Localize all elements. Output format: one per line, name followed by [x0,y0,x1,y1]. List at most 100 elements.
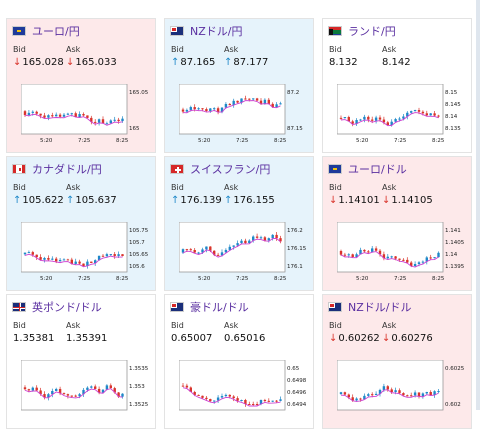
candle-body [213,400,216,402]
candle-body [220,396,224,398]
candle-body [213,108,216,110]
candle-body [43,115,46,118]
candle-body [386,122,389,126]
bid-price: 1.35381 [13,333,55,344]
bid-value: ↑87.165 [171,57,215,68]
candle-body [216,397,220,401]
candle-body [355,120,358,124]
currency-pair-title[interactable]: ランド/円 [348,25,396,38]
candle-body [413,392,417,396]
y-tick-label: 0.6025 [445,366,465,372]
arrow-down-icon: ↓ [329,333,338,344]
scrollbar[interactable] [476,0,480,410]
chart-plot-area [21,84,128,135]
arrow-up-icon: ↑ [224,57,233,68]
candle-body [255,98,259,101]
candle-body [105,123,109,125]
rate-card[interactable]: スイスフラン/円 Bid Ask ↑176.139 ↑176.155 176.2 176.1… [164,156,314,291]
rate-card[interactable]: ランド/円 Bid Ask 8.132 8.142 8.15 8.145 8.14 8.135 5… [322,18,472,153]
chart-plot-area [21,222,128,273]
bid-price: 87.165 [180,57,216,68]
candle-body [197,394,200,396]
currency-pair-title[interactable]: NZドル/ドル [348,301,412,314]
rate-card[interactable]: 英ポンド/ドル Bid Ask 1.35381 1.35391 1.3535 1.353 1.… [6,294,156,429]
candle-body [410,262,413,266]
candle-body [90,261,93,264]
candlestick-chart[interactable]: 87.2 87.15 5:20 7:25 8:25 [179,84,314,154]
y-tick-label: 105.6 [129,264,145,270]
candle-body [189,107,192,110]
bid-label: Bid [329,321,342,330]
arrow-down-icon: ↓ [382,333,391,344]
candlestick-chart[interactable]: 1.141 1.1405 1.14 1.1395 5:20 7:25 8:25 [337,222,472,292]
currency-pair-title[interactable]: 豪ドル/ドル [190,301,249,314]
candle-body [181,385,185,387]
y-tick-label: 176.1 [287,264,303,270]
x-tick-label: 7:25 [394,276,407,282]
candle-body [181,249,185,253]
moving-average-line [24,253,123,268]
ask-price: 176.155 [233,195,275,206]
arrow-down-icon: ↓ [66,57,75,68]
candlestick-chart[interactable]: 105.75 105.7 105.65 105.6 5:20 7:25 8:25 [21,222,156,292]
candle-body [27,112,31,116]
rate-card[interactable]: NZドル/円 Bid Ask ↑87.165 ↑87.177 87.2 87.15 5:20 7… [164,18,314,153]
ask-value: ↑105.637 [66,195,117,206]
currency-pair-title[interactable]: NZドル/円 [190,25,243,38]
candle-body [263,400,267,402]
x-tick-label: 5:20 [356,138,369,144]
candle-body [252,98,255,100]
candle-body [90,386,93,388]
candle-body [374,248,378,251]
x-tick-label: 5:20 [356,276,369,282]
currency-pair-title[interactable]: ユーロ/円 [32,25,80,38]
candle-body [109,120,112,124]
currency-pair-title[interactable]: ユーロ/ドル [348,163,407,176]
candle-body [228,246,231,250]
candle-body [378,117,382,120]
currency-pair-title[interactable]: 英ポンド/ドル [32,301,102,314]
candle-body [66,259,70,261]
gb-flag-icon [12,302,26,312]
candle-body [406,112,409,117]
rate-card[interactable]: ユーロ/ドル Bid Ask ↓1.14101 ↓1.14105 1.141 1.1405 1… [322,156,472,291]
candle-body [236,243,239,246]
candlestick-chart[interactable]: 1.3535 1.353 1.3525 [21,360,156,430]
bid-price: 0.60262 [338,333,380,344]
rate-card[interactable]: カナダドル/円 Bid Ask ↑105.622 ↑105.637 105.75 105.7… [6,156,156,291]
candlestick-chart[interactable]: 165.05 165 5:20 7:25 8:25 [21,84,156,154]
currency-pair-title[interactable]: スイスフラン/円 [190,163,271,176]
x-tick-label: 5:20 [198,138,211,144]
candle-body [240,399,243,401]
candlestick-chart[interactable]: 0.6025 0.602 [337,360,472,430]
ask-label: Ask [66,321,81,330]
candle-body [228,394,231,397]
arrow-down-icon: ↓ [13,57,22,68]
candle-body [70,113,73,115]
candle-body [347,117,350,122]
candle-body [51,390,54,395]
rate-card[interactable]: 豪ドル/ドル Bid Ask 0.65007 0.65016 0.65 0.6498 0.64… [164,294,314,429]
candle-body [74,113,77,117]
candle-body [181,109,185,112]
candle-body [113,254,116,256]
candlestick-chart[interactable]: 176.2 176.15 176.1 5:20 7:25 8:25 [179,222,314,292]
candle-body [275,400,278,402]
moving-average-line [182,387,281,407]
candle-body [105,254,109,257]
candle-body [121,118,124,122]
candle-body [398,258,401,260]
candlestick-chart[interactable]: 8.15 8.145 8.14 8.135 5:20 7:25 8:25 [337,84,472,154]
candle-body [248,98,251,100]
ask-value: ↓1.14105 [382,195,433,206]
rate-card[interactable]: ユーロ/円 Bid Ask ↓165.028 ↓165.033 165.05 165 5:20… [6,18,156,153]
candle-body [82,389,85,395]
eu-flag-icon [328,164,342,174]
bid-label: Bid [13,321,26,330]
currency-pair-title[interactable]: カナダドル/円 [32,163,102,176]
x-tick-label: 5:20 [40,138,53,144]
rate-card[interactable]: NZドル/ドル Bid Ask ↓0.60262 ↓0.60276 0.6025 0.602 [322,294,472,429]
candle-body [386,386,389,390]
candle-body [382,119,386,123]
candlestick-chart[interactable]: 0.65 0.6498 0.6496 0.6494 [179,360,314,430]
